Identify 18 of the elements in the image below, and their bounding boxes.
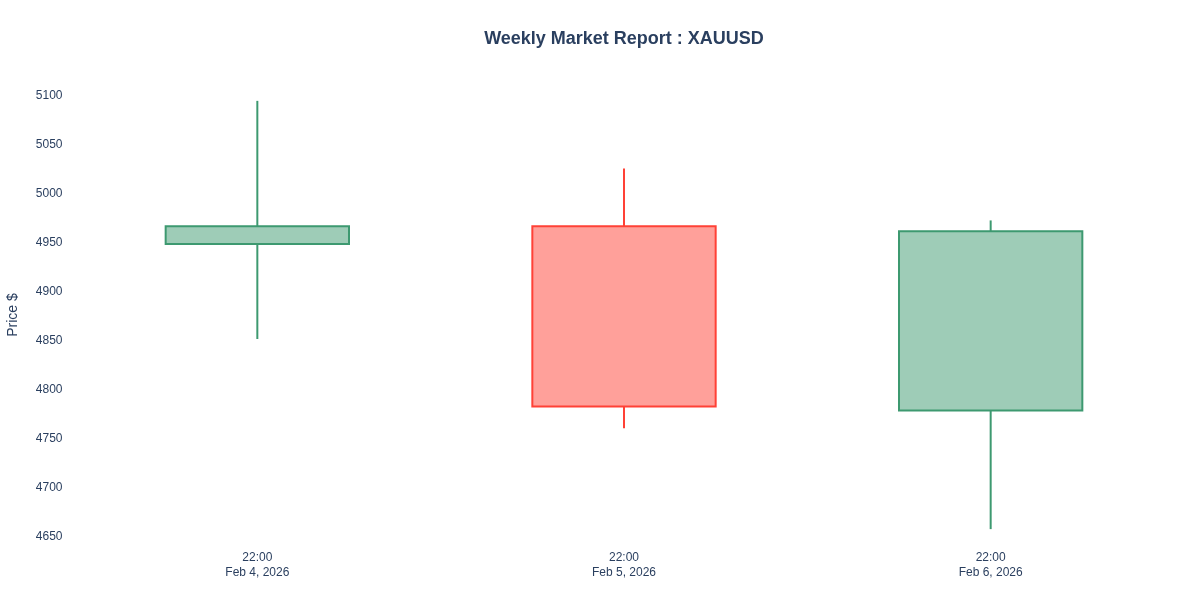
y-tick-label: 4850: [35, 332, 63, 347]
y-tick-label: 4650: [35, 528, 63, 543]
y-tick-label: 4950: [35, 234, 63, 249]
candlestick: [898, 219, 1084, 531]
y-tick-label: 5100: [35, 87, 63, 102]
y-tick-label: 4900: [35, 283, 63, 298]
candlestick: [531, 167, 717, 430]
x-tick-label: 22:00 Feb 6, 2026: [958, 549, 1024, 579]
chart-title: Weekly Market Report : XAUUSD: [484, 28, 764, 48]
candlestick: [164, 99, 350, 340]
y-tick-label: 4700: [35, 479, 63, 494]
y-axis-title: Price $: [3, 293, 20, 337]
y-tick-label: 5000: [35, 185, 63, 200]
x-tick-label: 22:00 Feb 4, 2026: [225, 549, 290, 579]
x-tick-label: 22:00 Feb 5, 2026: [591, 549, 657, 579]
y-tick-label: 4800: [35, 381, 63, 396]
y-tick-label: 5050: [35, 136, 63, 151]
y-tick-label: 4750: [35, 430, 63, 445]
